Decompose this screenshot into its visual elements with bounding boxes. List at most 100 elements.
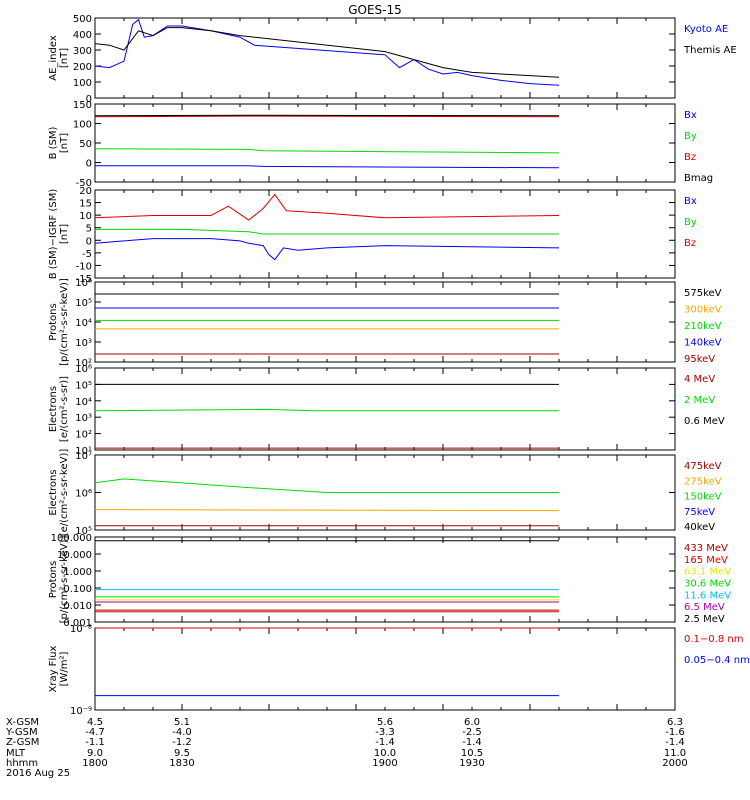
footer-row-label: Y-GSM bbox=[5, 727, 38, 738]
y-tick-label: 400 bbox=[73, 30, 92, 41]
legend-entry: 0.05−0.4 nm bbox=[684, 655, 750, 666]
legend-entry: 2 MeV bbox=[684, 395, 715, 406]
series-line-3-2 bbox=[95, 228, 559, 235]
y-tick-label: 10⁴ bbox=[75, 397, 92, 408]
legend-entry: 63.1 MeV bbox=[684, 567, 731, 578]
footer-value: 1830 bbox=[169, 758, 194, 769]
footer-value: -1.2 bbox=[172, 737, 192, 748]
legend-entry: Bz bbox=[684, 238, 696, 249]
footer-value: -1.4 bbox=[462, 737, 482, 748]
legend-entry: 4 MeV bbox=[684, 374, 715, 385]
y-axis-label: Xray Flux[W/m²] bbox=[48, 645, 70, 692]
footer-value: 10.0 bbox=[374, 748, 396, 759]
legend-entry: 275keV bbox=[684, 476, 722, 487]
y-tick-label: 10⁴ bbox=[75, 318, 92, 329]
y-tick-label: 10⁶ bbox=[75, 278, 92, 289]
panel-frame bbox=[94, 367, 676, 451]
legend-entry: 40keV bbox=[684, 522, 715, 533]
y-tick-label: 200 bbox=[73, 62, 92, 73]
y-tick-label: 10⁻⁹ bbox=[70, 706, 92, 717]
legend-entry: 300keV bbox=[684, 305, 722, 316]
y-axis-label: B (SM)[nT] bbox=[48, 126, 70, 159]
legend-entry: Bz bbox=[684, 152, 696, 163]
panel-frame bbox=[94, 17, 676, 99]
y-tick-label: 10⁵ bbox=[75, 526, 92, 537]
footer-value: 1930 bbox=[459, 758, 484, 769]
legend-entry: 475keV bbox=[684, 461, 722, 472]
series-line-3-1 bbox=[94, 238, 560, 261]
panel-5: 10¹ 10² 10³ 10⁴ 10⁵ 10⁶ Electrons[e/(cm²-s-sr)… bbox=[48, 364, 725, 457]
y-tick-label: 100 bbox=[73, 120, 92, 131]
y-tick-label: 150 bbox=[73, 100, 92, 111]
y-axis-label: Electrons[e/(cm²-s-sr-keV)] bbox=[48, 449, 70, 537]
series-line-6-2 bbox=[94, 509, 560, 512]
footer-row-label: hhmm bbox=[6, 758, 38, 769]
legend-entry: 30.6 MeV bbox=[684, 579, 731, 590]
footer-value: 10.5 bbox=[461, 748, 483, 759]
y-tick-label: 10 bbox=[79, 211, 92, 222]
y-tick-label: 0.010 bbox=[63, 601, 92, 612]
footer-row-label: MLT bbox=[6, 748, 26, 759]
legend-entry: Bx bbox=[684, 196, 697, 207]
legend-entry: By bbox=[684, 217, 697, 228]
y-tick-label: 10¹ bbox=[75, 446, 92, 457]
legend-entry: By bbox=[684, 131, 697, 142]
y-tick-label: 20 bbox=[79, 186, 92, 197]
y-tick-label: -50 bbox=[76, 178, 92, 189]
legend-entry: 11.6 MeV bbox=[684, 590, 731, 601]
y-tick-label: 10⁶ bbox=[75, 364, 92, 375]
footer-value: 11.0 bbox=[664, 748, 686, 759]
panel-4: 10² 10³ 10⁴ 10⁵ 10⁶ Protons[p/(cm²-s-sr-keV)]… bbox=[48, 278, 722, 369]
footer-value: 4.5 bbox=[87, 717, 103, 728]
y-tick-label: 500 bbox=[73, 14, 92, 25]
legend-entry: 6.5 MeV bbox=[684, 602, 725, 613]
footer-row-label: X-GSM bbox=[6, 717, 39, 728]
footer-value: 6.0 bbox=[464, 717, 480, 728]
series-line-6-3 bbox=[94, 478, 559, 493]
y-tick-label: 0 bbox=[86, 94, 92, 105]
footer-value: 9.0 bbox=[87, 748, 103, 759]
legend-entry: Bx bbox=[684, 110, 697, 121]
series-line-2-1 bbox=[95, 165, 560, 169]
y-axis-label: Electrons[e/(cm²-s-sr)] bbox=[48, 376, 70, 442]
footer-value: -3.3 bbox=[375, 727, 395, 738]
footer-value: -1.4 bbox=[375, 737, 395, 748]
footer-value: 2000 bbox=[662, 758, 687, 769]
y-tick-label: 10³ bbox=[75, 413, 92, 424]
panel-6: 10⁵ 10⁶ 10⁷ Electrons[e/(cm²-s-sr-keV)] 475k… bbox=[48, 449, 722, 537]
footer-value: -4.0 bbox=[172, 727, 192, 738]
y-tick-label: 10² bbox=[75, 430, 92, 441]
y-tick-label: 10⁵ bbox=[75, 298, 92, 309]
legend-entry: 165 MeV bbox=[684, 555, 728, 566]
chart-title: GOES-15 bbox=[348, 3, 402, 17]
footer-value: 1900 bbox=[372, 758, 397, 769]
series-line-3-3 bbox=[94, 193, 560, 221]
y-axis-label: Protons[p/(cm²-s-sr-keV)] bbox=[48, 536, 70, 624]
y-tick-label: 10.000 bbox=[57, 550, 92, 561]
y-tick-label: 5 bbox=[86, 224, 92, 235]
legend-entry: 210keV bbox=[684, 321, 722, 332]
footer-date: 2016 Aug 25 bbox=[6, 768, 70, 779]
footer-value: -1.4 bbox=[665, 737, 685, 748]
legend-entry: 0.1−0.8 nm bbox=[684, 634, 743, 645]
y-tick-label: 50 bbox=[79, 139, 92, 150]
series-line-1-1 bbox=[94, 18, 560, 86]
y-tick-label: 0 bbox=[86, 159, 92, 170]
y-axis-label: Protons[p/(cm²-s-sr-keV)] bbox=[48, 278, 70, 366]
legend-entry: Themis AE bbox=[683, 45, 737, 56]
y-tick-label: 10⁶ bbox=[75, 489, 92, 500]
legend-entry: 433 MeV bbox=[684, 543, 728, 554]
y-tick-label: 0.100 bbox=[63, 584, 92, 595]
legend-entry: Bmag bbox=[684, 173, 713, 184]
panel-2: -50 0 50 100 150 B (SM)[nT] Bx By Bz Bmag bbox=[48, 100, 713, 189]
footer-value: -2.5 bbox=[462, 727, 482, 738]
y-tick-label: 10³ bbox=[75, 338, 92, 349]
footer-value: -1.6 bbox=[665, 727, 685, 738]
legend-entry: 140keV bbox=[684, 338, 722, 349]
legend-entry: 150keV bbox=[684, 492, 722, 503]
series-line-2-3 bbox=[94, 115, 560, 118]
